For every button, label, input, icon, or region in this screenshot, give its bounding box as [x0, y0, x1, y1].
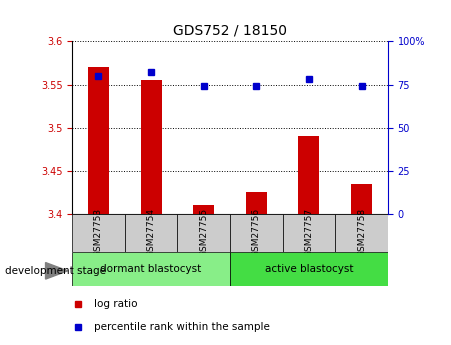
- Text: dormant blastocyst: dormant blastocyst: [101, 264, 202, 274]
- Text: GSM27757: GSM27757: [304, 208, 313, 257]
- Bar: [299, 136, 319, 214]
- Bar: [125, 214, 177, 252]
- Title: GDS752 / 18150: GDS752 / 18150: [173, 23, 287, 38]
- Bar: [72, 252, 230, 286]
- Text: GSM27756: GSM27756: [252, 208, 261, 257]
- Text: GSM27753: GSM27753: [94, 208, 103, 257]
- Text: GSM27758: GSM27758: [357, 208, 366, 257]
- Bar: [193, 205, 214, 214]
- Bar: [230, 214, 283, 252]
- Text: development stage: development stage: [5, 266, 106, 276]
- Text: percentile rank within the sample: percentile rank within the sample: [94, 322, 270, 332]
- Bar: [88, 67, 109, 214]
- Bar: [177, 214, 230, 252]
- Bar: [283, 214, 335, 252]
- Text: GSM27755: GSM27755: [199, 208, 208, 257]
- Text: log ratio: log ratio: [94, 299, 138, 309]
- Text: active blastocyst: active blastocyst: [265, 264, 353, 274]
- Polygon shape: [46, 263, 68, 279]
- Bar: [246, 193, 267, 214]
- Bar: [351, 184, 372, 214]
- Text: GSM27754: GSM27754: [147, 208, 156, 257]
- Bar: [335, 214, 388, 252]
- Bar: [230, 252, 388, 286]
- Bar: [72, 214, 125, 252]
- Bar: [141, 80, 161, 214]
